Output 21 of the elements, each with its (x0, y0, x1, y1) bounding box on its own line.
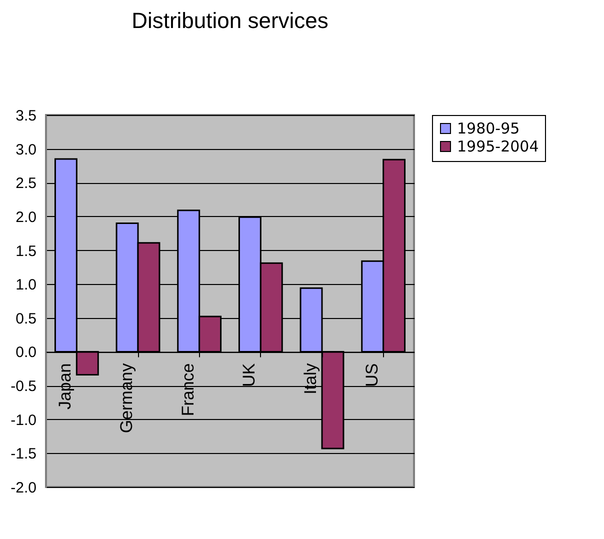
x-tick-label: Italy (301, 362, 320, 394)
y-tick-label: -0.5 (10, 378, 36, 396)
y-tick-label: -1.5 (10, 446, 36, 463)
y-tick-label: 0.0 (16, 344, 36, 362)
x-tick-label: France (178, 363, 198, 416)
y-tick-label: 1.5 (16, 242, 36, 260)
y-tick-label: 2.5 (16, 175, 36, 192)
y-tick-label: 0.5 (16, 310, 36, 328)
y-tick-label: 3.0 (16, 141, 36, 158)
chart-title: Distribution services (132, 8, 328, 33)
y-tick-label: 2.0 (16, 208, 36, 226)
legend-label: 1980-95 (457, 120, 520, 138)
x-tick-label: US (362, 363, 382, 387)
y-tick-label: 1.0 (16, 276, 36, 294)
x-tick-label: Germany (117, 362, 136, 434)
x-tick-label: UK (240, 362, 259, 387)
y-tick-label: 3.5 (16, 108, 36, 124)
y-tick-label: -2.0 (10, 480, 36, 496)
y-tick-label: -1.0 (10, 412, 36, 429)
x-tick-label: Japan (56, 363, 75, 410)
legend-label: 1995-2004 (457, 138, 539, 156)
